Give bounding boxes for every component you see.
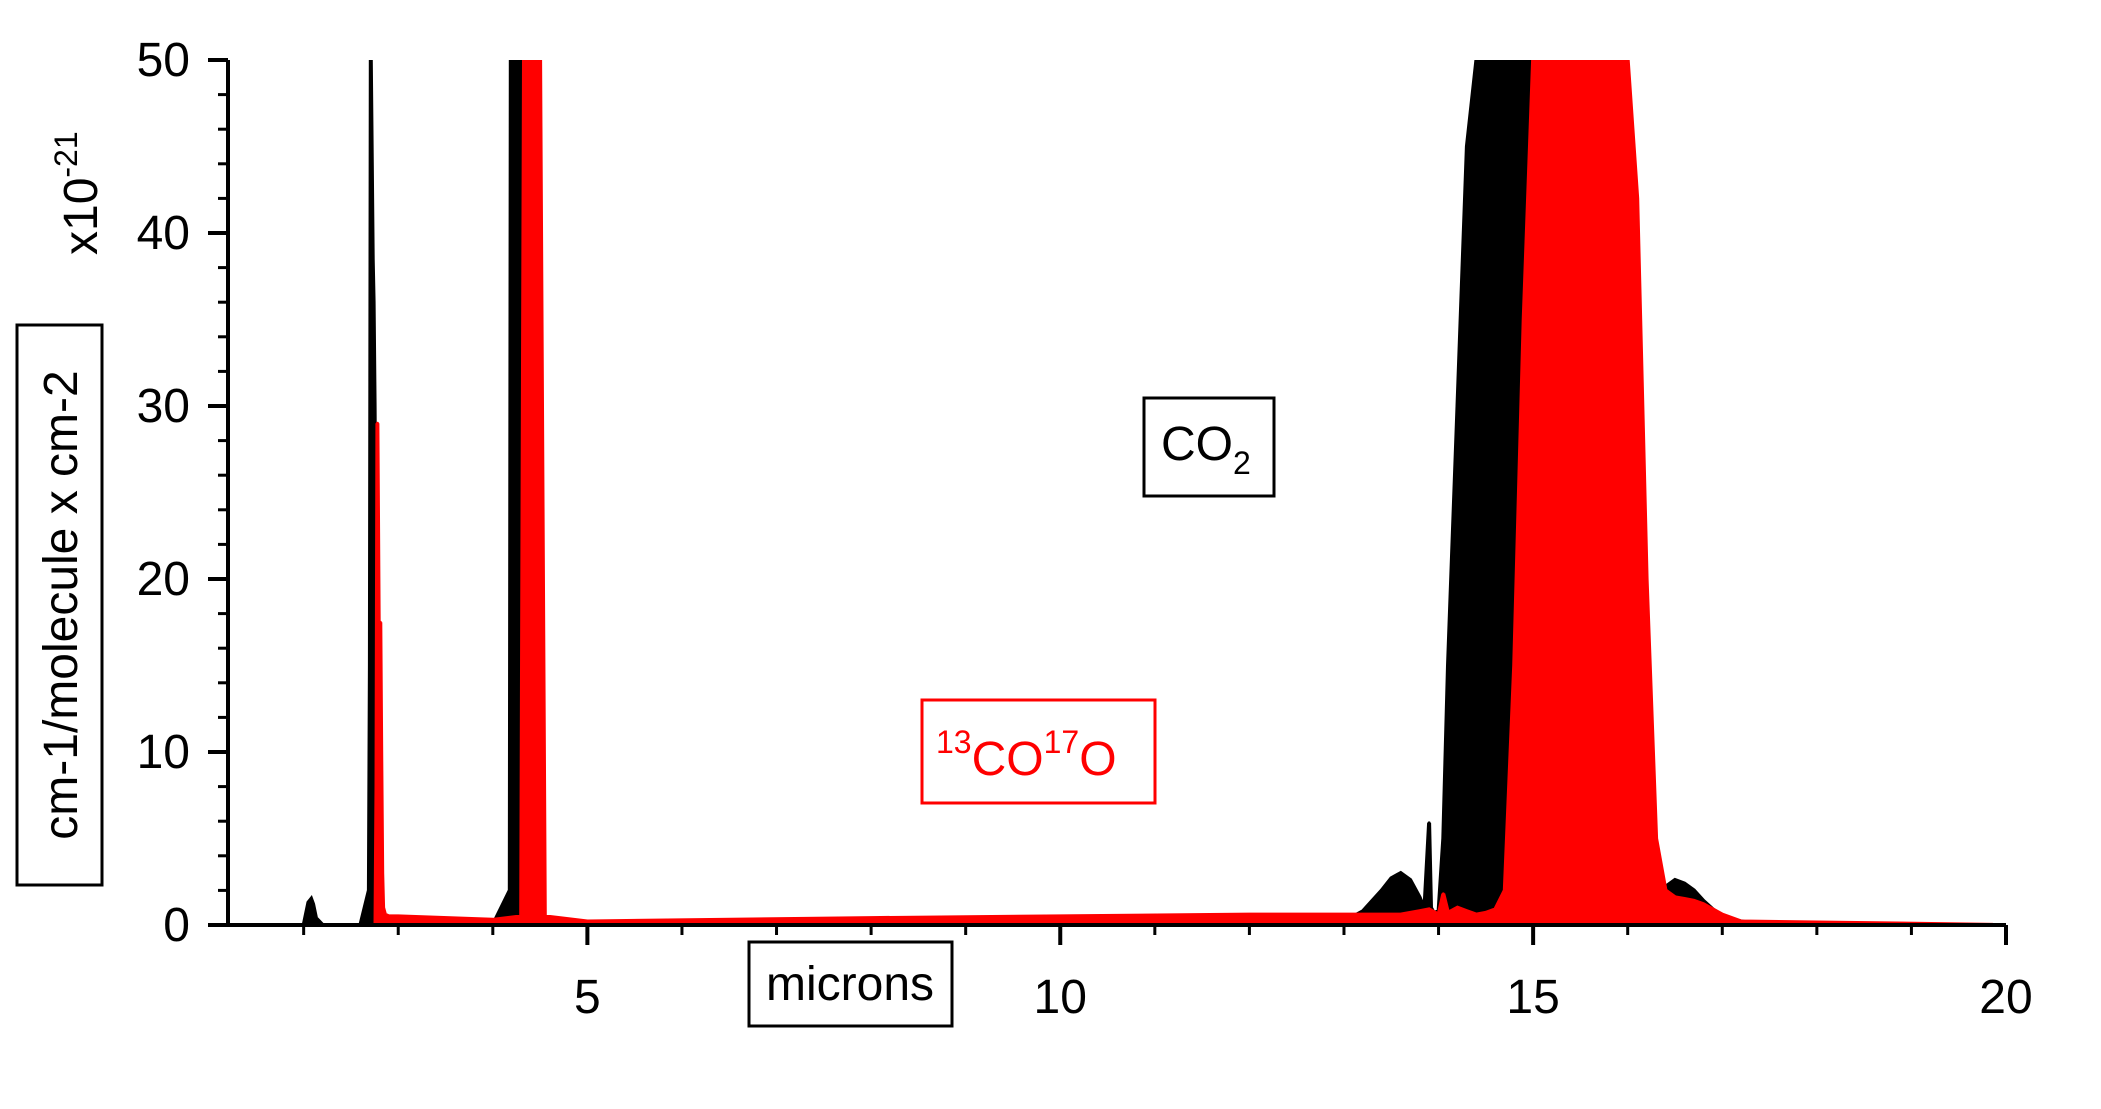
- x-tick-label: 20: [1979, 971, 2032, 1024]
- series-label-13co17o: 13CO17O: [920, 698, 1157, 805]
- y-tick-label: 10: [137, 726, 190, 779]
- iso-label-sup2: 17: [1044, 724, 1080, 760]
- svg-text:CO2: CO2: [1161, 418, 1251, 481]
- series-layer: [236, 60, 1993, 925]
- series-13co17o: [373, 60, 1993, 925]
- iso-label-sup1: 13: [936, 724, 972, 760]
- y-multiplier-exponent: -21: [48, 131, 84, 177]
- y-multiplier-prefix: x10: [55, 178, 108, 255]
- axes-layer: [226, 60, 2006, 927]
- ticks-layer: 0 10 20 30 40 50 5 10 15 20: [137, 34, 2033, 1024]
- y-axis-label-box: cm-1/molecule x cm-2: [15, 323, 104, 887]
- y-axis-label: cm-1/molecule x cm-2: [35, 370, 88, 839]
- svg-text:x10-21: x10-21: [48, 131, 108, 255]
- x-tick-label: 15: [1506, 971, 1559, 1024]
- iso-label-main1: CO: [972, 733, 1044, 786]
- y-tick-label: 20: [137, 553, 190, 606]
- y-multiplier-label: x10-21: [48, 131, 108, 255]
- svg-text:13CO17O: 13CO17O: [936, 724, 1117, 786]
- series-line-13co17o: [373, 60, 1993, 925]
- series-label-co2: CO2: [1142, 396, 1276, 498]
- y-tick-label: 0: [163, 899, 190, 952]
- co2-label-sub: 2: [1233, 445, 1251, 481]
- x-tick-label: 10: [1034, 971, 1087, 1024]
- iso-label-main2: O: [1079, 733, 1116, 786]
- x-tick-label: 5: [574, 971, 601, 1024]
- x-axis-label-box: microns: [747, 940, 954, 1028]
- y-tick-label: 40: [137, 207, 190, 260]
- y-tick-label: 30: [137, 380, 190, 433]
- co2-label-main: CO: [1161, 418, 1233, 471]
- x-axis-label: microns: [766, 958, 934, 1011]
- y-tick-label: 50: [137, 34, 190, 87]
